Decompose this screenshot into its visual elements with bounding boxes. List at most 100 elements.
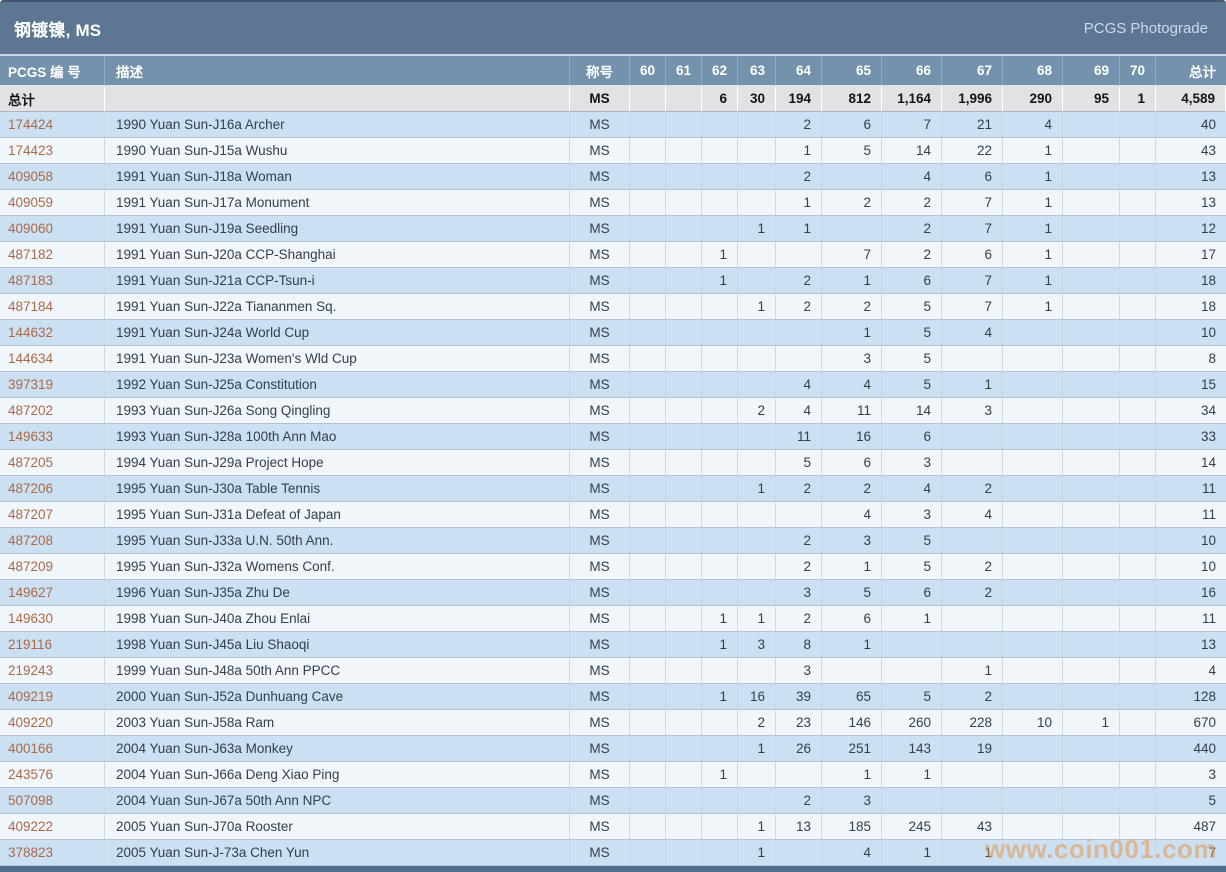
coin-number-link[interactable]: 174423 — [8, 143, 54, 158]
grade-63-count — [738, 450, 776, 476]
coin-number-link[interactable]: 487207 — [8, 507, 54, 522]
grade-60-count — [630, 606, 666, 632]
table-row: 409058 1991 Yuan Sun-J18a Woman MS 2 4 6 1 13 — [0, 164, 1226, 190]
grade-66-count: 1 — [882, 840, 942, 866]
coin-number-link[interactable]: 487183 — [8, 273, 54, 288]
grade-67-count — [942, 528, 1003, 554]
row-total: 16 — [1156, 580, 1226, 606]
row-total: 17 — [1156, 242, 1226, 268]
grade-64-count: 2 — [776, 476, 822, 502]
grade-61-count — [666, 190, 702, 216]
coin-number-link[interactable]: 243576 — [8, 767, 54, 782]
grade-70-count — [1120, 762, 1156, 788]
coin-description: 1990 Yuan Sun-J15a Wushu — [105, 138, 570, 164]
grade-66-count: 3 — [882, 450, 942, 476]
coin-number-link[interactable]: 174424 — [8, 117, 54, 132]
coin-number-link[interactable]: 400166 — [8, 741, 54, 756]
table-row: 409060 1991 Yuan Sun-J19a Seedling MS 1 1 2 7 1… — [0, 216, 1226, 242]
grade-65-count: 6 — [822, 450, 882, 476]
grade-69-count — [1063, 268, 1120, 294]
totals-grade-69: 95 — [1063, 86, 1120, 112]
grade-62-count — [702, 554, 738, 580]
coin-number-link[interactable]: 378823 — [8, 845, 54, 860]
coin-number-link[interactable]: 487209 — [8, 559, 54, 574]
photograde-link[interactable]: PCGS Photograde — [1083, 19, 1208, 37]
coin-number-link[interactable]: 149633 — [8, 429, 54, 444]
grade-66-count: 5 — [882, 346, 942, 372]
grade-67-count: 7 — [942, 216, 1003, 242]
grade-64-count: 5 — [776, 450, 822, 476]
grade-70-count — [1120, 528, 1156, 554]
coin-designation: MS — [570, 398, 630, 424]
coin-number-link[interactable]: 487182 — [8, 247, 54, 262]
coin-number-link[interactable]: 487208 — [8, 533, 54, 548]
coin-number-link[interactable]: 219243 — [8, 663, 54, 678]
grade-64-count — [776, 502, 822, 528]
grade-61-count — [666, 372, 702, 398]
coin-number-cell: 487207 — [0, 502, 105, 528]
coin-number-link[interactable]: 409219 — [8, 689, 54, 704]
coin-number-cell: 487206 — [0, 476, 105, 502]
coin-description: 1996 Yuan Sun-J35a Zhu De — [105, 580, 570, 606]
grade-61-count — [666, 138, 702, 164]
coin-number-link[interactable]: 149630 — [8, 611, 54, 626]
grade-68-count — [1003, 762, 1063, 788]
coin-number-cell: 378823 — [0, 840, 105, 866]
table-row: 144632 1991 Yuan Sun-J24a World Cup MS 1 5 4 1… — [0, 320, 1226, 346]
coin-designation: MS — [570, 814, 630, 840]
grade-64-count: 1 — [776, 138, 822, 164]
coin-number-link[interactable]: 409059 — [8, 195, 54, 210]
coin-number-link[interactable]: 507098 — [8, 793, 54, 808]
grade-61-count — [666, 216, 702, 242]
coin-number-link[interactable]: 487206 — [8, 481, 54, 496]
table-row: 400166 2004 Yuan Sun-J63a Monkey MS 1 26 251 1… — [0, 736, 1226, 762]
grade-63-count — [738, 164, 776, 190]
grade-69-count — [1063, 632, 1120, 658]
coin-number-link[interactable]: 409220 — [8, 715, 54, 730]
coin-number-link[interactable]: 487202 — [8, 403, 54, 418]
grade-60-count — [630, 684, 666, 710]
grade-69-count — [1063, 372, 1120, 398]
coin-number-link[interactable]: 409222 — [8, 819, 54, 834]
coin-designation: MS — [570, 320, 630, 346]
coin-number-link[interactable]: 487205 — [8, 455, 54, 470]
grade-66-count — [882, 632, 942, 658]
grade-61-count — [666, 554, 702, 580]
grade-60-count — [630, 372, 666, 398]
row-total: 33 — [1156, 424, 1226, 450]
totals-grade-64: 194 — [776, 86, 822, 112]
coin-description: 1995 Yuan Sun-J33a U.N. 50th Ann. — [105, 528, 570, 554]
grade-64-count: 11 — [776, 424, 822, 450]
grade-69-count — [1063, 554, 1120, 580]
grade-62-count: 1 — [702, 606, 738, 632]
coin-number-link[interactable]: 149627 — [8, 585, 54, 600]
grade-63-count — [738, 112, 776, 138]
coin-number-link[interactable]: 397319 — [8, 377, 54, 392]
totals-grade-70: 1 — [1120, 86, 1156, 112]
grade-60-count — [630, 216, 666, 242]
grade-66-count: 5 — [882, 294, 942, 320]
coin-number-link[interactable]: 409060 — [8, 221, 54, 236]
grade-69-count — [1063, 242, 1120, 268]
coin-number-link[interactable]: 487184 — [8, 299, 54, 314]
grade-63-count — [738, 320, 776, 346]
grade-68-count — [1003, 632, 1063, 658]
grade-70-count — [1120, 580, 1156, 606]
coin-number-link[interactable]: 144634 — [8, 351, 54, 366]
grade-64-count: 2 — [776, 268, 822, 294]
coin-number-cell: 409220 — [0, 710, 105, 736]
coin-number-cell: 409219 — [0, 684, 105, 710]
coin-number-cell: 487205 — [0, 450, 105, 476]
grade-61-count — [666, 710, 702, 736]
grade-63-count — [738, 268, 776, 294]
report-titlebar: 钢镀镍, MS PCGS Photograde — [0, 0, 1226, 56]
coin-number-cell: 243576 — [0, 762, 105, 788]
coin-number-link[interactable]: 144632 — [8, 325, 54, 340]
grade-62-count — [702, 398, 738, 424]
coin-number-link[interactable]: 409058 — [8, 169, 54, 184]
row-total: 10 — [1156, 554, 1226, 580]
totals-grade-66: 1,164 — [882, 86, 942, 112]
header-grade-67: 67 — [942, 56, 1003, 86]
coin-number-link[interactable]: 219116 — [8, 637, 53, 652]
grade-65-count: 4 — [822, 372, 882, 398]
